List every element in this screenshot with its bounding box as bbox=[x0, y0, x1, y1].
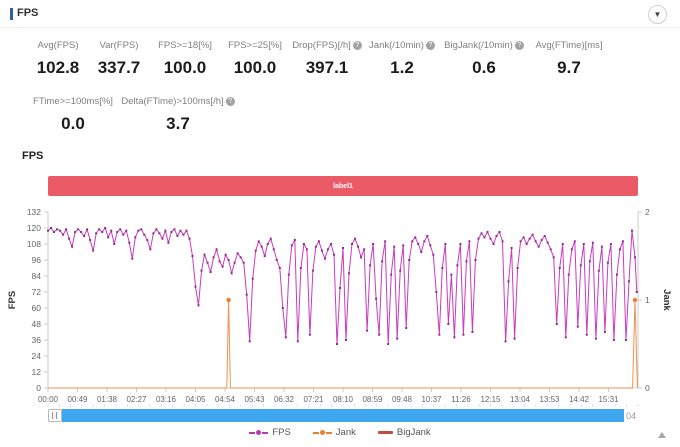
left-axis-title: FPS bbox=[7, 291, 18, 309]
svg-text:10:37: 10:37 bbox=[421, 395, 442, 404]
svg-text:12: 12 bbox=[32, 367, 42, 377]
bigjank-series-icon bbox=[377, 431, 393, 434]
legend-item-bigjank[interactable]: BigJank bbox=[377, 427, 431, 438]
chart-hscrollbar: 04 bbox=[48, 409, 638, 422]
svg-text:00:49: 00:49 bbox=[67, 395, 88, 404]
stat-avg-ftime: Avg(FTime)[ms] 9.7 bbox=[528, 40, 610, 78]
stat-value: 100.0 bbox=[233, 58, 277, 77]
stat-value: 3.7 bbox=[166, 114, 190, 133]
stats-row-1: Avg(FPS) 102.8 Var(FPS) 337.7 FPS>=18[%]… bbox=[28, 40, 610, 78]
svg-text:03:16: 03:16 bbox=[156, 395, 177, 404]
svg-text:72: 72 bbox=[32, 287, 42, 297]
stat-value: 9.7 bbox=[557, 58, 581, 77]
svg-text:0: 0 bbox=[36, 383, 41, 393]
svg-text:132: 132 bbox=[27, 207, 41, 217]
legend-item-jank[interactable]: Jank bbox=[312, 427, 356, 438]
stat-label: Jank(/10min) bbox=[369, 40, 424, 51]
svg-text:05:43: 05:43 bbox=[244, 395, 265, 404]
stat-drop-fps: Drop(FPS)[/h] 397.1 bbox=[290, 40, 364, 78]
label1-banner[interactable]: label1 bbox=[48, 176, 638, 196]
stat-label: Var(FPS) bbox=[99, 40, 139, 51]
svg-text:04:05: 04:05 bbox=[185, 395, 206, 404]
svg-text:108: 108 bbox=[27, 239, 41, 249]
stat-value: 0.0 bbox=[61, 114, 85, 133]
fps-line bbox=[47, 226, 638, 345]
svg-text:02:27: 02:27 bbox=[126, 395, 147, 404]
stat-label: Drop(FPS)[/h] bbox=[292, 40, 351, 51]
svg-text:15:31: 15:31 bbox=[598, 395, 619, 404]
help-icon[interactable] bbox=[225, 97, 235, 106]
legend-label: BigJank bbox=[396, 427, 431, 438]
svg-text:96: 96 bbox=[32, 255, 42, 265]
help-icon[interactable] bbox=[425, 41, 435, 50]
stat-label: FPS>=25[%] bbox=[228, 40, 282, 51]
stat-value: 1.2 bbox=[390, 58, 414, 77]
stat-label: Avg(FPS) bbox=[37, 40, 79, 51]
chart-legend: FPS Jank BigJank bbox=[0, 427, 680, 438]
stat-label: Delta(FTime)>100ms[/h] bbox=[121, 96, 224, 107]
jank-series-icon bbox=[312, 430, 332, 435]
right-axis-title: Jank bbox=[661, 289, 672, 311]
stat-delta-ftime: Delta(FTime)>100ms[/h] 3.7 bbox=[118, 96, 238, 134]
svg-text:00:00: 00:00 bbox=[38, 395, 59, 404]
stat-label: BigJank(/10min) bbox=[444, 40, 513, 51]
svg-text:04:54: 04:54 bbox=[215, 395, 236, 404]
stat-jank: Jank(/10min) 1.2 bbox=[364, 40, 440, 78]
help-icon[interactable] bbox=[514, 41, 524, 50]
svg-text:24: 24 bbox=[32, 351, 42, 361]
jank-line bbox=[48, 299, 638, 389]
stats-row-2: FTime>=100ms[%] 0.0 Delta(FTime)>100ms[/… bbox=[28, 96, 238, 134]
stat-label: Avg(FTime)[ms] bbox=[535, 40, 603, 51]
stat-var-fps: Var(FPS) 337.7 bbox=[88, 40, 150, 78]
stat-value: 0.6 bbox=[472, 58, 496, 77]
svg-text:0: 0 bbox=[645, 383, 650, 393]
collapse-panel-button[interactable]: ▼ bbox=[648, 5, 667, 24]
stat-bigjank: BigJank(/10min) 0.6 bbox=[440, 40, 528, 78]
svg-text:14:42: 14:42 bbox=[569, 395, 590, 404]
svg-text:48: 48 bbox=[32, 319, 42, 329]
svg-text:2: 2 bbox=[645, 207, 650, 217]
svg-text:13:53: 13:53 bbox=[539, 395, 560, 404]
svg-text:08:59: 08:59 bbox=[362, 395, 383, 404]
title-accent-bar bbox=[10, 8, 13, 20]
stat-fps-ge18: FPS>=18[%] 100.0 bbox=[150, 40, 220, 78]
legend-label: FPS bbox=[272, 427, 291, 438]
svg-text:12:15: 12:15 bbox=[480, 395, 501, 404]
svg-text:06:32: 06:32 bbox=[274, 395, 295, 404]
stat-avg-fps: Avg(FPS) 102.8 bbox=[28, 40, 88, 78]
legend-label: Jank bbox=[335, 427, 356, 438]
svg-text:84: 84 bbox=[32, 271, 42, 281]
svg-text:08:10: 08:10 bbox=[333, 395, 354, 404]
stat-fps-ge25: FPS>=25[%] 100.0 bbox=[220, 40, 290, 78]
stat-label: FTime>=100ms[%] bbox=[33, 96, 113, 107]
chart-section-title: FPS bbox=[22, 150, 44, 162]
svg-text:09:48: 09:48 bbox=[392, 395, 413, 404]
corner-resize-icon bbox=[658, 432, 666, 438]
scrollbar-left-handle[interactable] bbox=[48, 409, 62, 422]
svg-text:36: 36 bbox=[32, 335, 42, 345]
svg-text:120: 120 bbox=[27, 223, 41, 233]
stat-value: 397.1 bbox=[305, 58, 349, 77]
panel-title: FPS bbox=[17, 7, 39, 19]
stat-value: 337.7 bbox=[97, 58, 141, 77]
svg-text:1: 1 bbox=[645, 295, 650, 305]
legend-item-fps[interactable]: FPS bbox=[249, 427, 291, 438]
banner-label: label1 bbox=[333, 182, 353, 190]
svg-text:01:38: 01:38 bbox=[97, 395, 118, 404]
svg-text:13:04: 13:04 bbox=[510, 395, 531, 404]
stat-value: 100.0 bbox=[163, 58, 207, 77]
stat-ftime-ge100ms: FTime>=100ms[%] 0.0 bbox=[28, 96, 118, 134]
scrollbar-end-label: 04 bbox=[626, 411, 637, 421]
stat-value: 102.8 bbox=[36, 58, 80, 77]
help-icon[interactable] bbox=[352, 41, 362, 50]
panel-header: FPS ▼ bbox=[0, 0, 680, 28]
scrollbar-thumb[interactable] bbox=[62, 409, 624, 422]
fps-series-icon bbox=[249, 430, 269, 435]
svg-text:11:26: 11:26 bbox=[451, 395, 471, 404]
chevron-down-icon: ▼ bbox=[653, 9, 662, 19]
svg-text:60: 60 bbox=[32, 303, 42, 313]
svg-text:07:21: 07:21 bbox=[303, 395, 324, 404]
stat-label: FPS>=18[%] bbox=[158, 40, 212, 51]
